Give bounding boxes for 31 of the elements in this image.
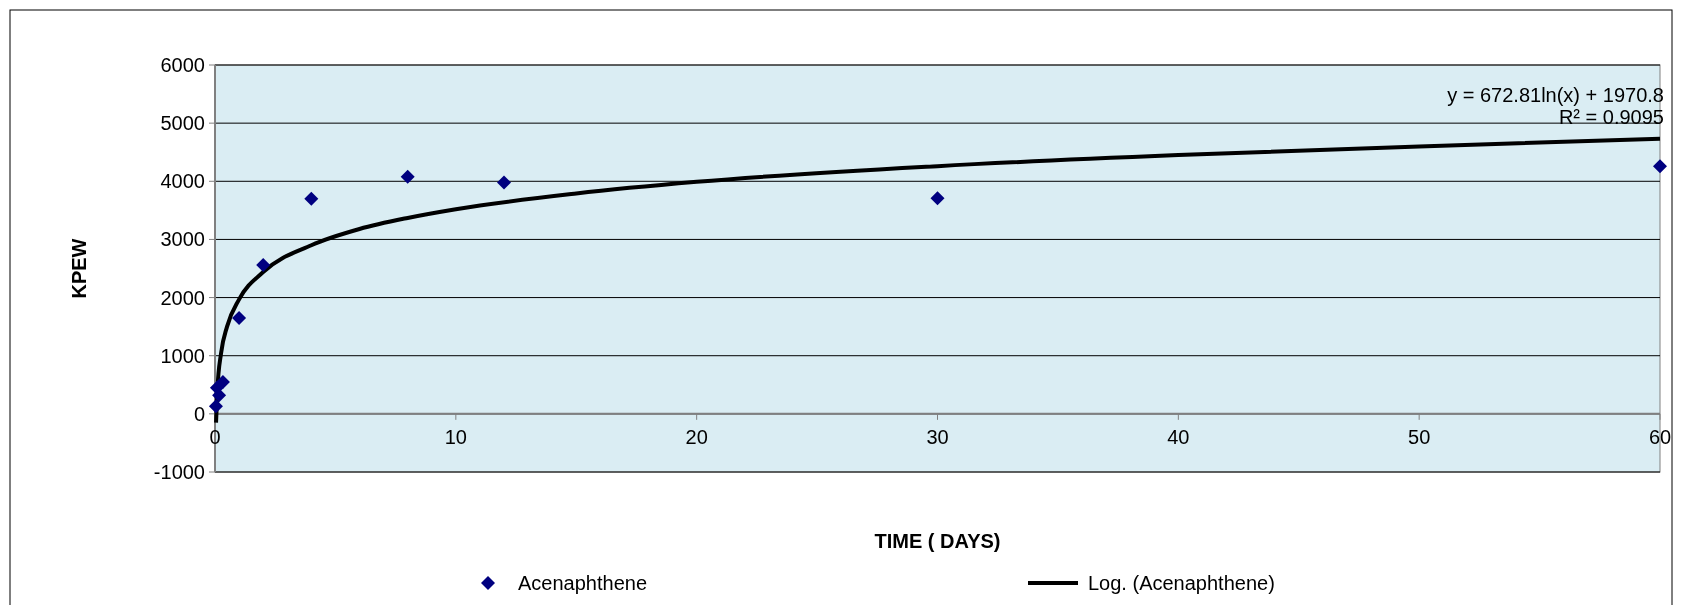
point bbox=[256, 258, 271, 273]
y-tick-label: -1000 bbox=[153, 461, 205, 483]
x-axis-title: TIME ( DAYS) bbox=[874, 530, 1001, 552]
point bbox=[208, 399, 223, 414]
point bbox=[304, 191, 319, 206]
point bbox=[497, 175, 511, 190]
legend-label: Log. (Acenaphthene) bbox=[1088, 572, 1275, 594]
annotation: y = 672.81ln(x) + 1970.8 bbox=[1447, 84, 1664, 106]
y-tick-label: 3000 bbox=[160, 228, 205, 251]
x-tick-label: 60 bbox=[1648, 425, 1672, 448]
x-tick-label: 40 bbox=[1167, 425, 1190, 448]
y-tick-label: 4000 bbox=[160, 170, 205, 193]
x-tick-label: 10 bbox=[444, 425, 467, 448]
x-tick-label: 30 bbox=[926, 425, 949, 448]
point bbox=[215, 374, 230, 389]
annotation: R² = 0.9095 bbox=[1558, 106, 1664, 128]
y-tick-label: 6000 bbox=[160, 54, 205, 76]
legend-label: Acenaphthene bbox=[518, 572, 648, 594]
point bbox=[232, 310, 247, 325]
x-tick-label: 50 bbox=[1408, 425, 1431, 448]
point bbox=[930, 191, 945, 206]
point bbox=[212, 388, 227, 403]
point bbox=[400, 169, 415, 184]
y-tick-label: 1000 bbox=[160, 344, 205, 367]
x-tick-label: 0 bbox=[209, 425, 221, 448]
y-tick-label: 5000 bbox=[160, 112, 205, 135]
x-tick-label: 20 bbox=[685, 425, 708, 448]
y-tick-label: 2000 bbox=[160, 286, 205, 309]
y-axis-title: KPEW bbox=[68, 238, 90, 299]
point bbox=[1653, 159, 1667, 174]
y-tick-label: 0 bbox=[193, 402, 205, 425]
